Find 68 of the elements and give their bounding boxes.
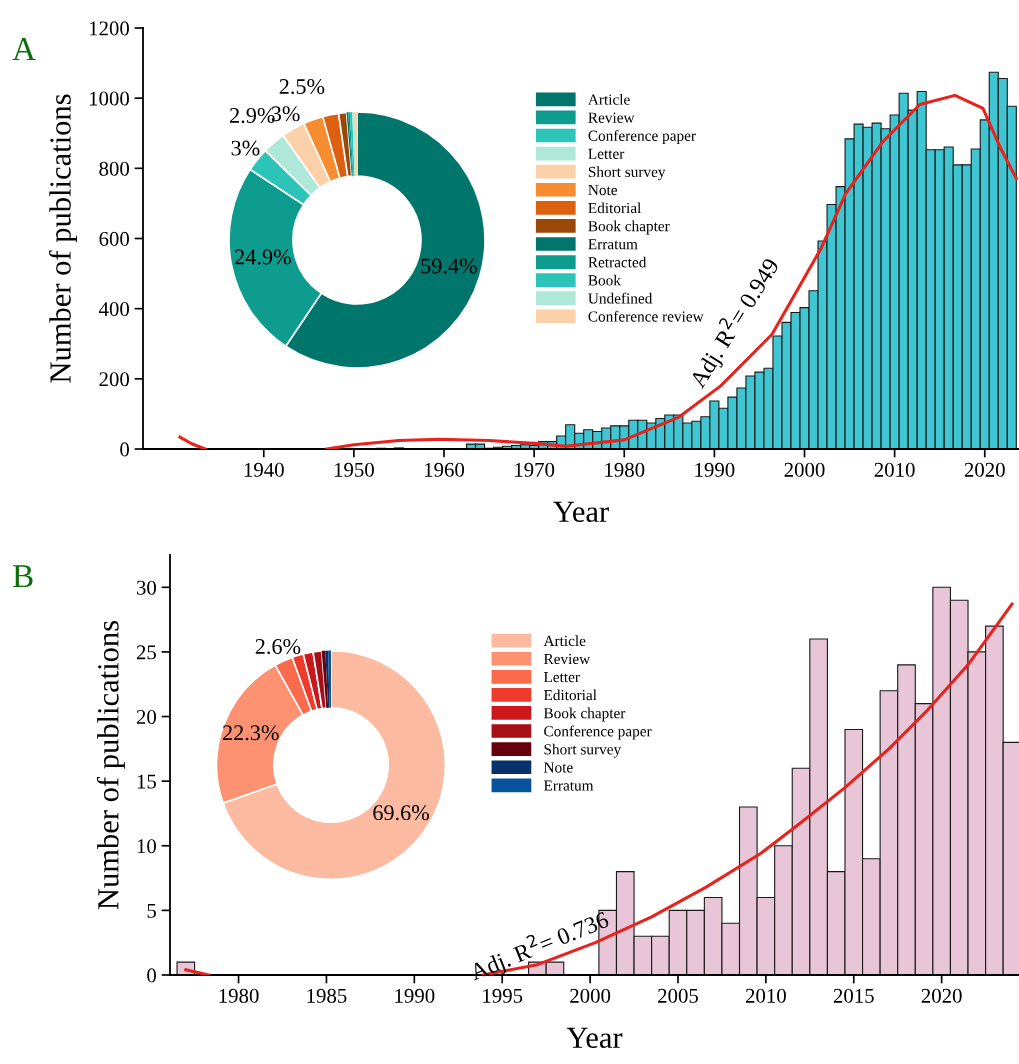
legend-label: Short survey	[544, 743, 622, 758]
chart-title: B	[12, 565, 33, 588]
y-tick-label: 25	[136, 645, 156, 660]
y-tick-label: 5	[147, 903, 156, 918]
x-tick-label: 2000	[570, 988, 611, 1003]
y-tick-label: 0	[120, 442, 130, 457]
legend-label: Article	[543, 635, 586, 647]
legend-label: Erratum	[588, 239, 638, 250]
y-tick-label: 800	[99, 161, 130, 176]
x-tick-label: 1950	[334, 462, 374, 477]
legend-label: Review	[588, 112, 635, 123]
data-label: 59.4%	[421, 258, 477, 274]
legend-label: Letter	[588, 148, 625, 159]
chart-title: A	[12, 37, 36, 60]
x-tick-label: 2000	[784, 462, 825, 477]
x-tick-label: 2005	[658, 988, 699, 1003]
legend-label: Conference paper	[588, 129, 696, 144]
data-label: 24.9%	[235, 249, 291, 265]
x-axis-title: Year	[566, 1027, 623, 1049]
legend-label: Note	[588, 184, 618, 196]
x-tick-label: 1970	[515, 462, 555, 477]
x-tick-label: 1995	[483, 988, 523, 1003]
y-tick-label: 10	[137, 839, 157, 854]
data-label: 69.6%	[373, 805, 429, 821]
y-tick-label: 600	[99, 231, 130, 246]
data-label: 3%	[231, 140, 260, 156]
legend-label: Editorial	[543, 689, 597, 701]
y-axis-title: Number of publications	[96, 621, 125, 910]
x-tick-label: 2020	[921, 988, 962, 1003]
data-label: 22.3%	[223, 725, 279, 741]
legend-label: Undefined	[588, 292, 653, 304]
annotation: Adj. R$^{2}$= 0.736	[466, 906, 612, 986]
legend-label: Book chapter	[588, 220, 670, 235]
x-tick-label: 2010	[874, 462, 915, 477]
x-tick-label: 1960	[425, 462, 465, 477]
legend-label: Erratum	[543, 780, 594, 791]
y-tick-label: 1000	[89, 91, 130, 106]
legend-label: Book	[588, 274, 621, 286]
y-tick-label: 1200	[89, 21, 130, 36]
x-tick-label: 2020	[964, 462, 1005, 477]
data-label: 2.6%	[255, 638, 301, 655]
data-label: 2.5%	[279, 78, 325, 95]
y-tick-label: 400	[98, 302, 130, 317]
y-tick-label: 15	[137, 774, 156, 789]
x-tick-label: 1985	[307, 988, 347, 1003]
y-tick-label: 200	[99, 372, 130, 387]
x-tick-label: 2010	[745, 988, 786, 1003]
x-tick-label: 1980	[219, 988, 259, 1003]
legend-label: Short survey	[588, 166, 666, 181]
legend-label: Review	[543, 653, 591, 665]
legend-label: Conference paper	[544, 725, 652, 740]
legend-label: Book chapter	[543, 707, 626, 722]
y-tick-label: 0	[147, 968, 157, 983]
x-tick-label: 1990	[395, 988, 435, 1003]
x-axis-title: Year	[553, 501, 609, 523]
legend-label: Retracted	[588, 256, 647, 268]
legend-label: Letter	[543, 672, 580, 683]
x-tick-label: 1990	[695, 462, 735, 477]
x-tick-label: 1980	[605, 462, 645, 477]
x-tick-label: 2015	[833, 988, 874, 1003]
y-tick-label: 30	[136, 580, 157, 595]
legend-label: Editorial	[588, 202, 642, 214]
y-axis-title: Number of publications	[49, 94, 78, 383]
legend-label: Note	[543, 762, 573, 773]
x-tick-label: 1940	[244, 462, 284, 477]
legend-label: Conference review	[588, 310, 704, 322]
legend-label: Article	[588, 93, 630, 105]
y-tick-label: 20	[136, 709, 157, 724]
